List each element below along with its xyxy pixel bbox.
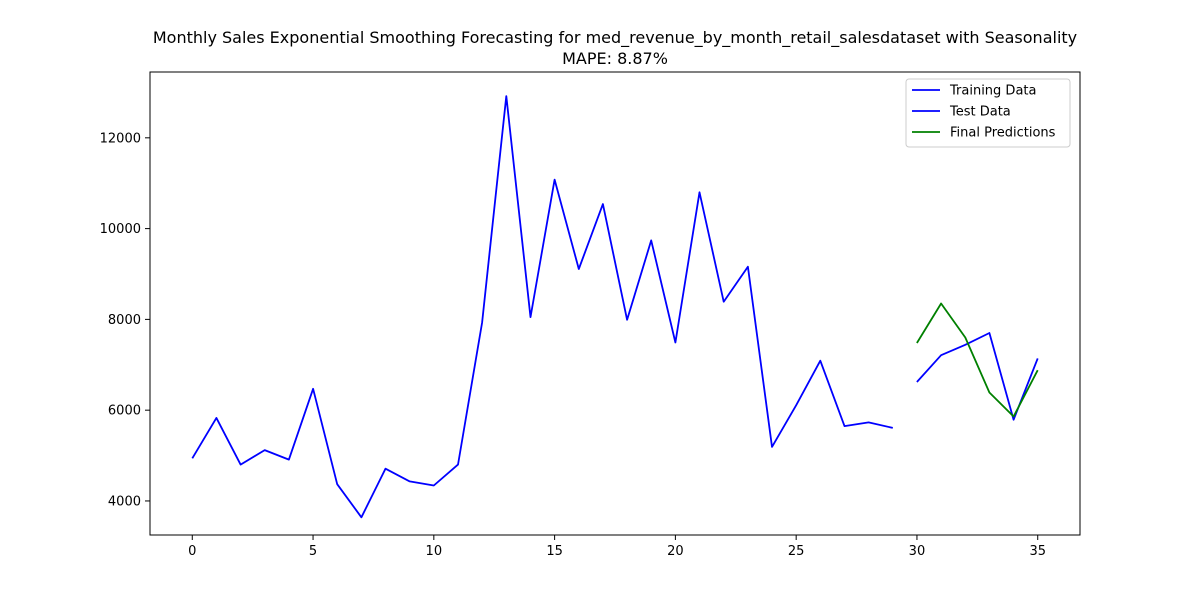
axis-ticks: 0 5 10 15 20 25 30 35 4000 6000 8000 10000 12000 — [100, 131, 1046, 559]
y-tick-label: 4000 — [108, 494, 141, 509]
x-tick-label: 25 — [788, 544, 805, 559]
y-tick-label: 6000 — [108, 404, 141, 419]
y-tick-label: 12000 — [100, 131, 141, 146]
legend-label: Training Data — [949, 84, 1036, 99]
x-tick-label: 5 — [309, 544, 317, 559]
legend: Training Data Test Data Final Predictions — [905, 78, 1071, 148]
y-tick-label: 8000 — [108, 313, 141, 328]
chart-title: Monthly Sales Exponential Smoothing Fore… — [153, 28, 1077, 48]
x-tick-label: 30 — [909, 544, 926, 559]
legend-box — [905, 78, 1071, 148]
x-tick-label: 15 — [546, 544, 563, 559]
x-tick-label: 0 — [188, 544, 196, 559]
legend-label: Final Predictions — [950, 126, 1056, 141]
x-tick-label: 10 — [426, 544, 443, 559]
series-line-0 — [191, 95, 893, 519]
chart-subtitle: MAPE: 8.87% — [562, 49, 668, 68]
legend-label: Test Data — [949, 105, 1011, 120]
y-tick-label: 10000 — [100, 222, 141, 237]
series-line-2 — [916, 302, 1039, 418]
plot-frame — [149, 71, 1081, 536]
x-tick-label: 20 — [667, 544, 684, 559]
plot-series — [191, 95, 1039, 519]
x-tick-label: 35 — [1029, 544, 1046, 559]
